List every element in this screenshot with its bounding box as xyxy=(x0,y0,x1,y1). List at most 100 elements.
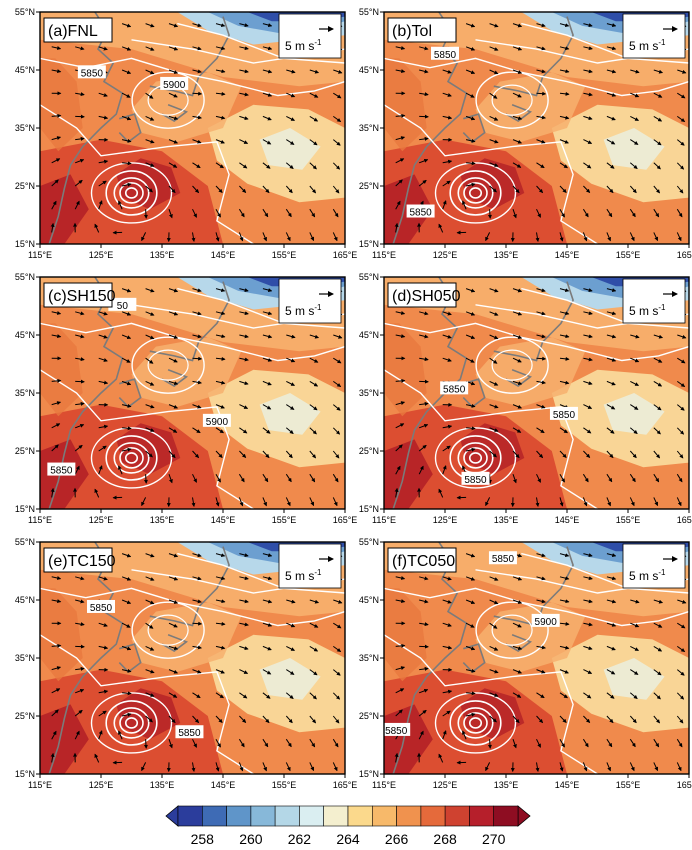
wind-vector xyxy=(536,208,541,218)
wind-vector xyxy=(418,709,427,717)
wind-vector xyxy=(583,715,591,723)
wind-vector xyxy=(262,762,267,772)
wind-vector xyxy=(51,709,59,717)
colorbar-swatch xyxy=(469,805,494,827)
wind-vector xyxy=(583,404,593,409)
height-contour xyxy=(113,707,150,739)
wind-vector xyxy=(74,465,80,475)
wind-vector xyxy=(285,497,291,507)
wind-vector xyxy=(145,715,153,723)
lat-tick-label: 45°N xyxy=(15,330,35,340)
wind-vector xyxy=(512,404,523,409)
wind-vector xyxy=(262,450,270,459)
map-panel: 5850 5850 5850 (d)SH050 5 m s-1 115°E 125°E 135… xyxy=(359,272,692,525)
wind-vector xyxy=(215,208,221,218)
wind-vector xyxy=(121,645,132,651)
map-panel: 50 5900 5850 (c)SH150 5 m s-1 115°E 125°E 135°E… xyxy=(15,272,357,525)
wind-vector xyxy=(145,288,155,293)
wind-vector xyxy=(168,311,179,316)
colorbar-swatch xyxy=(420,805,446,827)
wind-vector xyxy=(395,465,401,475)
wind-vector xyxy=(333,115,342,123)
wind-vector xyxy=(168,380,179,386)
contour-label-box xyxy=(160,76,189,90)
wind-vector xyxy=(239,185,247,193)
wind-vector xyxy=(535,232,540,242)
wind-vector xyxy=(145,46,155,51)
wind-vector xyxy=(141,497,147,507)
temperature-shade xyxy=(384,323,427,417)
wind-vector xyxy=(192,91,203,96)
wind-vector xyxy=(192,23,202,28)
wind-vector xyxy=(559,738,565,748)
wind-vector xyxy=(606,185,614,194)
wind-vector xyxy=(192,380,202,385)
wind-vector xyxy=(333,645,342,653)
height-contour xyxy=(384,322,689,362)
wind-vector xyxy=(285,232,291,242)
wind-vector xyxy=(536,288,546,293)
wind-vector xyxy=(512,209,517,219)
wind-vector xyxy=(395,113,406,118)
wind-vector xyxy=(606,46,617,51)
wind-vector xyxy=(606,762,611,772)
wind-vector xyxy=(583,334,593,339)
wind-vector xyxy=(559,334,570,339)
wind-vector xyxy=(262,208,269,218)
wind-vector xyxy=(239,715,247,723)
wind-vector xyxy=(121,576,132,581)
wind-vector xyxy=(606,69,617,74)
wind-vector xyxy=(442,159,453,164)
lon-tick-label: 155°E xyxy=(616,515,641,525)
coastline xyxy=(462,378,486,408)
wind-vector xyxy=(333,334,343,339)
wind-vector xyxy=(262,427,271,434)
wind-vector xyxy=(192,139,202,144)
wind-vector xyxy=(419,158,429,164)
wind-vector xyxy=(215,334,226,339)
wind-vector xyxy=(121,334,132,340)
wind-vector xyxy=(653,622,663,628)
wind-vector xyxy=(489,715,497,723)
wind-vector xyxy=(419,666,429,671)
wind-vector xyxy=(438,753,444,763)
wind-vector xyxy=(606,288,617,292)
wind-vector xyxy=(465,357,475,363)
wind-vector xyxy=(606,334,617,339)
wind-vector xyxy=(653,669,662,676)
wind-vector xyxy=(630,139,639,145)
wind-vector xyxy=(653,497,659,507)
contour-label-box xyxy=(531,613,560,627)
height-contour xyxy=(475,71,549,129)
wind-vector xyxy=(333,622,342,629)
wind-vector xyxy=(653,380,663,387)
wind-vector xyxy=(309,762,315,772)
wind-vector xyxy=(442,180,451,187)
wind-vector xyxy=(583,599,593,604)
wind-vector xyxy=(309,645,319,652)
wind-vector xyxy=(485,232,491,242)
wind-vector xyxy=(583,380,593,386)
wind-vector xyxy=(239,311,249,316)
panel-label: (d)SH050 xyxy=(392,288,461,305)
wind-vector xyxy=(51,666,62,671)
wind-vector xyxy=(582,762,588,772)
wind-vector xyxy=(145,139,155,144)
wind-vector xyxy=(333,599,343,604)
wind-vector xyxy=(141,232,147,242)
wind-vector xyxy=(442,92,452,97)
wind-vector xyxy=(465,138,476,143)
wind-vector xyxy=(629,185,637,194)
wind-vector xyxy=(51,576,62,580)
lat-tick-label: 45°N xyxy=(15,65,35,75)
lon-tick-label: 115°E xyxy=(372,515,396,525)
height-contour xyxy=(491,84,533,116)
wind-vector xyxy=(168,115,179,121)
wind-vector xyxy=(630,404,639,410)
wind-vector xyxy=(653,762,659,772)
lon-tick-label: 145°E xyxy=(555,780,580,790)
lat-tick-label: 45°N xyxy=(359,65,379,75)
wind-vector xyxy=(121,23,132,28)
height-contour xyxy=(124,717,139,729)
